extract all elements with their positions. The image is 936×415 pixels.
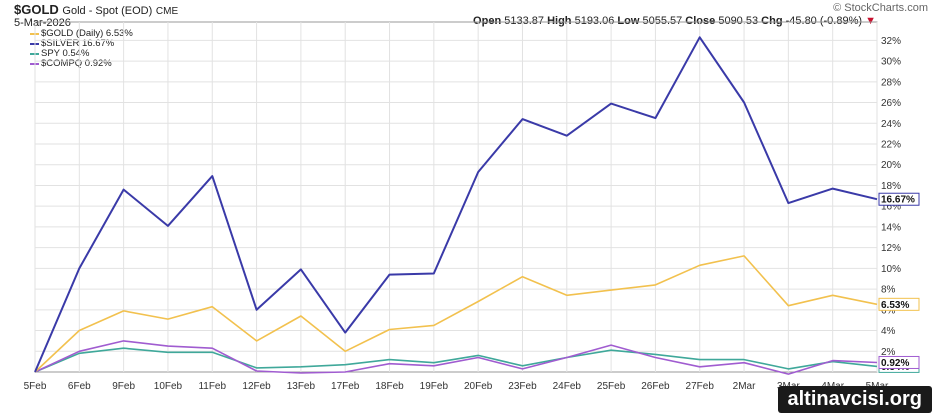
x-tick-label: 24Feb <box>553 381 582 392</box>
open-label: Open <box>473 15 502 27</box>
end-value-tag: 0.92% <box>878 355 920 369</box>
y-tick-label: 24% <box>881 119 901 130</box>
close-label: Close <box>685 15 716 27</box>
ohlc-readout: Open 5133.87 High 5193.06 Low 5055.57 Cl… <box>473 15 876 27</box>
end-value-box <box>878 192 920 206</box>
high-label: High <box>547 15 572 27</box>
y-tick-label: 12% <box>881 243 901 254</box>
x-tick-label: 18Feb <box>375 381 404 392</box>
chg-value: -45.80 (-0.89%) <box>785 15 863 27</box>
y-tick-label: 28% <box>881 77 901 88</box>
low-label: Low <box>617 15 640 27</box>
x-tick-label: 10Feb <box>154 381 183 392</box>
y-tick-label: 20% <box>881 160 901 171</box>
series-line-compq <box>34 340 878 375</box>
y-tick-label: 8% <box>881 285 896 296</box>
x-tick-label: 19Feb <box>420 381 449 392</box>
x-tick-label: 13Feb <box>287 381 316 392</box>
end-value-tag: 6.53% <box>878 297 920 311</box>
end-value-box <box>878 297 920 311</box>
end-value-box <box>878 355 920 369</box>
legend-label: SPY 0.54% <box>41 48 90 59</box>
chg-label: Chg <box>761 15 783 27</box>
x-tick-label: 26Feb <box>641 381 670 392</box>
close-value: 5090.53 <box>718 15 759 27</box>
site-watermark: altinavcisi.org <box>777 386 932 413</box>
series-line-spy <box>34 347 878 373</box>
low-value: 5055.57 <box>642 15 683 27</box>
y-tick-label: 10% <box>881 264 901 275</box>
x-tick-label: 5Feb <box>24 381 47 392</box>
end-value-tag: 16.67% <box>878 192 920 206</box>
y-tick-label: 32% <box>881 36 901 47</box>
series-line-gold <box>34 255 878 373</box>
stockcharts-credit: © StockCharts.com <box>833 2 928 14</box>
y-tick-label: 18% <box>881 181 901 192</box>
chart-date: 5-Mar-2026 <box>14 17 71 29</box>
x-tick-label: 6Feb <box>68 381 91 392</box>
open-value: 5133.87 <box>504 15 544 27</box>
legend-label: $COMPQ 0.92% <box>41 58 112 69</box>
legend-label: $SILVER 16.67% <box>41 38 115 49</box>
end-value-label: 0.92% <box>881 358 909 369</box>
series-line-silver <box>34 36 878 373</box>
x-tick-label: 11Feb <box>198 381 226 392</box>
y-tick-label: 2% <box>881 347 896 358</box>
ticker-description: Gold - Spot (EOD) <box>62 5 153 17</box>
y-tick-label: 4% <box>881 326 896 337</box>
y-tick-label: 22% <box>881 140 901 151</box>
ticker-label: $GOLD <box>14 2 59 17</box>
end-value-label: 6.53% <box>881 300 909 311</box>
y-tick-label: 26% <box>881 98 901 109</box>
y-tick-label: 16% <box>881 202 901 213</box>
exchange-label: CME <box>155 6 179 17</box>
x-tick-label: 2Mar <box>733 381 756 392</box>
legend-label: $GOLD (Daily) 6.53% <box>41 28 133 39</box>
x-tick-label: 17Feb <box>331 381 360 392</box>
end-value-label: 16.67% <box>881 195 915 206</box>
x-tick-label: 20Feb <box>464 381 493 392</box>
x-tick-label: 27Feb <box>686 381 715 392</box>
y-tick-label: 30% <box>881 57 901 68</box>
x-tick-label: 25Feb <box>597 381 626 392</box>
down-arrow-icon: ▼ <box>865 15 876 27</box>
y-tick-label: 14% <box>881 222 901 233</box>
high-value: 5193.06 <box>574 15 615 27</box>
plot-frame <box>34 21 878 373</box>
x-tick-label: 9Feb <box>112 381 135 392</box>
x-tick-label: 23Feb <box>508 381 537 392</box>
ticker-symbol: $GOLD Gold - Spot (EOD) CME <box>14 2 178 17</box>
x-tick-label: 12Feb <box>242 381 271 392</box>
